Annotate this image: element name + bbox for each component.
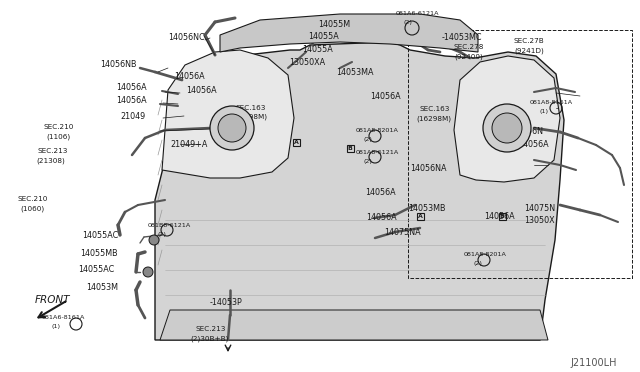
Polygon shape [220,14,478,52]
Text: B: B [500,214,504,218]
Bar [499,212,506,219]
Text: (9241D): (9241D) [514,47,544,54]
Text: (2): (2) [364,159,373,164]
Text: (92400): (92400) [454,53,483,60]
Text: 14055M: 14055M [318,20,350,29]
Bar [346,144,353,151]
Text: 14056A: 14056A [186,86,216,95]
Text: SEC.213: SEC.213 [196,326,227,332]
Text: J21100LH: J21100LH [570,358,616,368]
Text: 14053MA: 14053MA [336,68,374,77]
Circle shape [492,113,522,143]
Text: 13050X: 13050X [524,216,555,225]
Text: SEC.210: SEC.210 [18,196,49,202]
Text: 14056N: 14056N [512,127,543,136]
Text: 14056A: 14056A [518,140,548,149]
Text: -14053MC: -14053MC [442,33,483,42]
Text: (16298M): (16298M) [232,114,267,121]
Text: 14075N: 14075N [524,204,555,213]
Circle shape [143,267,153,277]
Polygon shape [454,56,560,182]
Text: 14056A: 14056A [366,213,397,222]
Text: (1106): (1106) [46,133,70,140]
Text: (1): (1) [540,109,549,114]
Text: 081B8-6121A: 081B8-6121A [148,223,191,228]
Circle shape [149,235,159,245]
Text: A: A [294,140,298,144]
Text: 14055MB: 14055MB [80,249,118,258]
Bar [417,212,424,219]
Text: 14053MB: 14053MB [408,204,445,213]
Text: SEC.210: SEC.210 [44,124,74,130]
Text: SEC.27B: SEC.27B [514,38,545,44]
Text: (21308): (21308) [36,157,65,164]
Polygon shape [160,310,548,340]
Text: (2): (2) [364,137,373,142]
Text: SEC.278: SEC.278 [454,44,484,50]
Text: 21049: 21049 [120,112,145,121]
Text: B: B [348,145,353,151]
Text: -14053P: -14053P [210,298,243,307]
Text: 13050XA: 13050XA [289,58,325,67]
Text: 14075NA: 14075NA [384,228,420,237]
Bar [292,138,300,145]
Text: (2): (2) [404,20,413,25]
Text: SEC.163: SEC.163 [420,106,451,112]
Text: 14056A: 14056A [116,83,147,92]
Text: (2): (2) [474,261,483,266]
Text: (2)30B+B): (2)30B+B) [190,335,228,341]
Text: SEC.213: SEC.213 [38,148,68,154]
Text: 14056A: 14056A [174,72,205,81]
Text: (1): (1) [52,324,61,329]
Text: 14056NB: 14056NB [100,60,136,69]
Text: 14055A: 14055A [308,32,339,41]
Circle shape [483,104,531,152]
Circle shape [218,114,246,142]
Text: 081A8-8201A: 081A8-8201A [464,252,507,257]
Text: 14056A: 14056A [370,92,401,101]
Text: 14056A: 14056A [484,212,515,221]
Text: 14055AC: 14055AC [82,231,118,240]
Text: 14055AC: 14055AC [78,265,115,274]
Text: FRONT: FRONT [35,295,70,305]
Text: 14056NA: 14056NA [410,164,447,173]
Bar [408,30,632,278]
Text: 081A8-8201A: 081A8-8201A [356,128,399,133]
Text: 081A6-8161A: 081A6-8161A [42,315,85,320]
Text: (16298M): (16298M) [416,115,451,122]
Text: A: A [417,214,422,218]
Polygon shape [155,42,564,340]
Text: 081A8-6121A: 081A8-6121A [356,150,399,155]
Text: 14056A: 14056A [365,188,396,197]
Text: 14056A: 14056A [116,96,147,105]
Text: 081A6-6121A: 081A6-6121A [396,11,440,16]
Polygon shape [162,50,294,178]
Text: (2): (2) [158,232,167,237]
Text: SEC.163: SEC.163 [236,105,266,111]
Text: 14053M: 14053M [86,283,118,292]
Text: 14055A: 14055A [302,45,333,54]
Text: (1060): (1060) [20,205,44,212]
Text: 14056NC: 14056NC [168,33,205,42]
Text: 081A8-8161A: 081A8-8161A [530,100,573,105]
Circle shape [210,106,254,150]
Text: 21049+A: 21049+A [170,140,207,149]
